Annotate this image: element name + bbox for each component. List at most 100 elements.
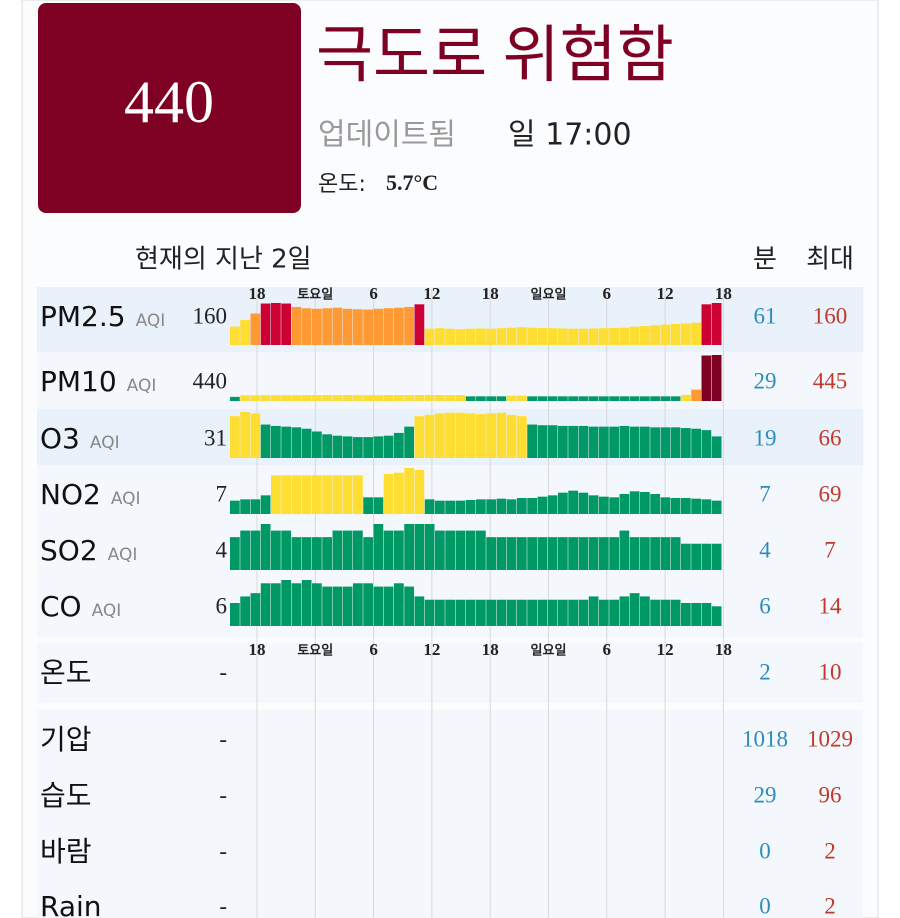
bar — [230, 416, 240, 458]
bar — [455, 412, 466, 458]
bar — [711, 355, 722, 401]
current-value: 7 — [216, 481, 228, 506]
min-value: 29 — [754, 782, 777, 807]
bar — [414, 470, 425, 514]
bar — [250, 593, 261, 626]
row-name: CO — [40, 590, 82, 623]
bar — [537, 496, 548, 514]
bar — [609, 599, 619, 626]
bar — [578, 328, 589, 345]
aqi-box — [38, 3, 301, 213]
bar — [640, 537, 650, 570]
bar — [373, 395, 384, 401]
bar — [414, 524, 425, 570]
bar — [650, 494, 660, 514]
bar — [312, 475, 322, 514]
bar — [547, 537, 558, 570]
bar — [373, 524, 384, 570]
bar — [342, 308, 353, 345]
bar — [373, 497, 384, 514]
bar — [465, 500, 476, 514]
bar — [414, 416, 425, 458]
bar — [599, 426, 609, 458]
row-background — [37, 352, 863, 412]
row-name: 온도 — [40, 656, 92, 689]
bar — [271, 530, 281, 570]
bar — [711, 543, 722, 570]
bar — [435, 530, 445, 570]
bar — [588, 396, 599, 401]
row-name: NO2 — [40, 478, 101, 511]
aqi-value: 440 — [124, 69, 214, 135]
bar — [271, 475, 281, 514]
bar — [373, 586, 384, 626]
bar — [629, 396, 640, 401]
current-value: 160 — [193, 303, 228, 328]
bar — [250, 395, 261, 401]
bar — [496, 328, 507, 345]
bar — [660, 537, 671, 570]
bar — [578, 425, 589, 458]
row-name: 기압 — [40, 723, 92, 756]
bar — [599, 537, 609, 570]
bar — [373, 436, 384, 458]
bar — [404, 524, 414, 570]
bar — [301, 537, 312, 570]
bar — [455, 328, 466, 345]
max-value: 445 — [813, 368, 848, 393]
bar — [660, 324, 671, 345]
bar — [629, 326, 640, 345]
bar — [578, 599, 589, 626]
bar — [383, 308, 394, 345]
bar — [496, 599, 507, 626]
max-header: 최대 — [806, 245, 854, 275]
current-value: - — [219, 838, 227, 863]
bar — [517, 395, 527, 401]
bar — [301, 428, 312, 458]
bar — [424, 414, 435, 458]
max-value: 96 — [819, 782, 842, 807]
bar — [609, 497, 619, 514]
min-value: 19 — [754, 425, 777, 450]
bar — [588, 495, 599, 514]
time-label: 일요일 — [531, 644, 567, 659]
bar — [260, 495, 271, 514]
bar — [629, 426, 640, 458]
bar — [424, 524, 435, 570]
bar — [383, 395, 394, 401]
bar — [629, 491, 640, 514]
time-label: 6 — [603, 284, 612, 303]
bar — [435, 328, 445, 345]
bar — [445, 599, 455, 626]
bar — [260, 303, 271, 345]
bar — [322, 475, 332, 514]
bar — [271, 395, 281, 401]
bar — [619, 327, 630, 345]
bar — [701, 603, 712, 626]
bar — [568, 490, 578, 514]
bar — [271, 425, 281, 458]
bar — [527, 537, 537, 570]
current-value: - — [219, 659, 227, 684]
bar — [609, 537, 619, 570]
bar — [353, 395, 363, 401]
bar — [230, 500, 240, 514]
bar — [260, 424, 271, 458]
bar — [271, 583, 281, 626]
bar — [476, 499, 486, 514]
bar — [681, 323, 691, 345]
bar — [455, 530, 466, 570]
bar — [506, 327, 517, 345]
bar — [240, 320, 250, 345]
bar — [681, 428, 691, 458]
bar — [486, 499, 496, 514]
bar — [373, 308, 384, 345]
bar — [640, 396, 650, 401]
bar — [240, 499, 250, 514]
bar — [599, 396, 609, 401]
current-value: 31 — [204, 425, 227, 450]
bar — [568, 396, 578, 401]
bar — [486, 396, 496, 401]
bar — [527, 396, 537, 401]
current-value: 6 — [216, 593, 228, 618]
